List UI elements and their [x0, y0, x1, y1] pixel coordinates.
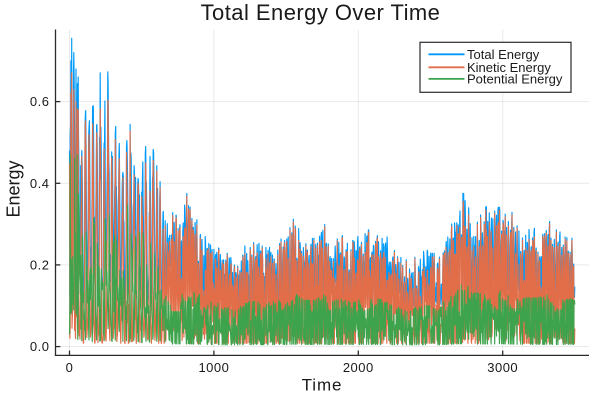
svg-text:Total Energy: Total Energy: [467, 47, 540, 62]
svg-text:0.2: 0.2: [30, 257, 50, 272]
svg-text:0.0: 0.0: [30, 339, 50, 354]
svg-text:1000: 1000: [198, 360, 229, 375]
svg-text:Energy: Energy: [4, 160, 24, 217]
svg-text:0.6: 0.6: [30, 94, 50, 109]
svg-text:2000: 2000: [343, 360, 374, 375]
svg-text:3000: 3000: [487, 360, 518, 375]
svg-text:Kinetic Energy: Kinetic Energy: [467, 60, 551, 75]
svg-text:0.4: 0.4: [30, 176, 50, 191]
svg-text:Time: Time: [302, 376, 343, 395]
svg-text:Potential Energy: Potential Energy: [467, 72, 563, 87]
svg-text:Total Energy Over Time: Total Energy Over Time: [201, 0, 441, 25]
svg-text:0: 0: [66, 360, 74, 375]
